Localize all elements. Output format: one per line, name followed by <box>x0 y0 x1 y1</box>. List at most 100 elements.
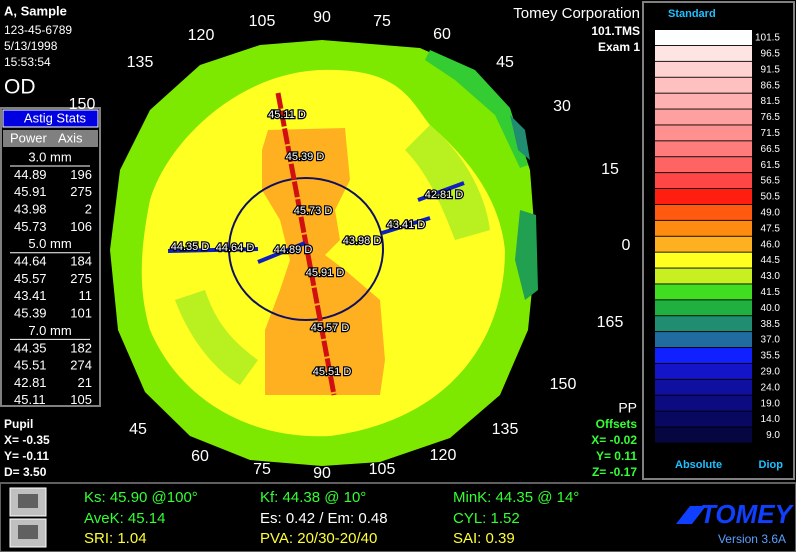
company: Tomey Corporation <box>513 5 640 22</box>
scale-label: 44.5 <box>761 255 781 266</box>
astig-axis: 2 <box>85 202 92 217</box>
astig-title-bg[interactable] <box>2 109 99 128</box>
axis-label: 165 <box>597 314 624 331</box>
axis-label: 30 <box>553 98 571 115</box>
astig-power: 45.73 <box>14 219 47 234</box>
index-value: Kf: 44.38 @ 10° <box>260 489 366 506</box>
scale-swatch <box>655 300 752 316</box>
offset-value: Z= -0.17 <box>592 465 637 479</box>
scale-label: 24.0 <box>761 382 781 393</box>
pupil-title: Pupil <box>4 417 33 431</box>
astig-axis: 275 <box>70 271 92 286</box>
zone-label: 3.0 mm <box>28 149 71 164</box>
scale-label: 14.0 <box>761 414 781 425</box>
astig-axis: 274 <box>70 358 92 373</box>
offset-value: X= -0.02 <box>591 433 637 447</box>
map-zone-yellowgreen <box>175 290 258 385</box>
axis-label: 135 <box>127 54 154 71</box>
map-label: 42.81 D <box>425 189 464 201</box>
exam-time: 15:53:54 <box>4 55 51 69</box>
scale-label: 61.5 <box>761 160 781 171</box>
axis-label: 105 <box>369 461 396 478</box>
offset-value: Y= 0.11 <box>596 449 637 463</box>
astig-axis: 106 <box>70 219 92 234</box>
scale-swatch <box>655 77 752 93</box>
scale-unit[interactable]: Diop <box>759 459 784 471</box>
map-zone-teal <box>515 210 538 300</box>
map-label: 43.41 D <box>387 219 426 231</box>
steep-axis <box>275 92 337 396</box>
astig-axis: 101 <box>70 306 92 321</box>
index-value: SAI: 0.39 <box>453 530 515 547</box>
scale-mode[interactable]: Absolute <box>675 459 722 471</box>
axis-label: 0 <box>622 237 631 254</box>
scale-swatch <box>655 93 752 109</box>
map-label: 44.89 D <box>274 244 313 256</box>
flat-axis <box>381 216 431 235</box>
scale-swatch <box>655 268 752 284</box>
scale-label: 81.5 <box>761 96 781 107</box>
axis-label: 60 <box>191 448 209 465</box>
brand-mark <box>676 506 706 524</box>
scale-swatch <box>655 332 752 348</box>
patient-id: 123-45-6789 <box>4 23 72 37</box>
map-label: 45.57 D <box>311 322 350 334</box>
scale-label: 47.5 <box>761 223 781 234</box>
axis-label: 150 <box>69 96 96 113</box>
scale-label: 29.0 <box>761 367 781 378</box>
astig-power: 45.39 <box>14 306 47 321</box>
scale-swatch <box>655 363 752 379</box>
scale-swatch <box>655 61 752 77</box>
scale-label: 37.0 <box>761 335 781 346</box>
topography-map <box>110 40 538 466</box>
astig-axis: 196 <box>70 167 92 182</box>
edit-button[interactable] <box>9 518 47 548</box>
scale-label: 38.5 <box>761 319 781 330</box>
axis-label: 150 <box>550 376 577 393</box>
astig-axis: 21 <box>78 375 92 390</box>
map-label: 44.64 D <box>216 242 255 254</box>
scale-label: 71.5 <box>761 128 781 139</box>
patient-name: A, Sample <box>4 3 67 18</box>
offsets-title: Offsets <box>596 417 638 431</box>
scale-swatch <box>655 379 752 395</box>
axis-label: 105 <box>249 13 276 30</box>
scale-label: 66.5 <box>761 144 781 155</box>
map-zone-green <box>425 50 528 168</box>
column-header: Axis <box>58 130 83 145</box>
map-label: 45.11 D <box>268 109 306 121</box>
pupil-value: X= -0.35 <box>4 433 50 447</box>
pp-label: PP <box>618 400 637 416</box>
astig-power: 43.41 <box>14 288 47 303</box>
scale-title[interactable]: Standard <box>668 8 716 20</box>
astig-axis: 11 <box>79 288 93 303</box>
columns-bg <box>3 130 98 147</box>
file-name: 101.TMS <box>591 24 640 38</box>
astig-power: 44.35 <box>14 340 47 355</box>
astig-title[interactable]: Astig Stats <box>24 110 87 125</box>
zone-label: 7.0 mm <box>28 323 71 338</box>
map-label: 45.73 D <box>294 205 333 217</box>
scale-swatch <box>655 125 752 141</box>
map-label: 45.91 D <box>306 267 345 279</box>
scale-swatch <box>655 157 752 173</box>
scale-label: 19.0 <box>761 398 781 409</box>
pupil-value: D= 3.50 <box>4 465 47 479</box>
scale-swatch <box>655 236 752 252</box>
scale-swatch <box>655 45 752 61</box>
scale-label: 76.5 <box>761 112 781 123</box>
axis-label: 45 <box>129 421 147 438</box>
axis-label: 15 <box>601 161 619 178</box>
astig-axis: 184 <box>70 254 92 269</box>
map-label: 45.51 D <box>313 366 352 378</box>
astig-power: 43.98 <box>14 202 47 217</box>
map-zone-yellowgreen <box>405 125 490 240</box>
axis-label: 75 <box>373 13 391 30</box>
pupil-value: Y= -0.11 <box>4 449 49 463</box>
astig-power: 45.57 <box>14 271 47 286</box>
print-icon <box>18 494 38 508</box>
scale-swatch <box>655 427 752 443</box>
index-value: MinK: 44.35 @ 14° <box>453 489 579 506</box>
scale-label: 49.0 <box>761 208 781 219</box>
scale-label: 56.5 <box>761 176 781 187</box>
